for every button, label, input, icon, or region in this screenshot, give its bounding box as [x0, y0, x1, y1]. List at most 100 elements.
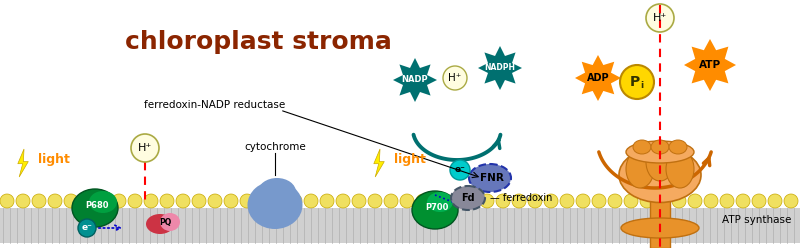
Circle shape	[512, 194, 526, 208]
Circle shape	[544, 194, 558, 208]
Circle shape	[144, 194, 158, 208]
Text: — ferredoxin: — ferredoxin	[490, 193, 552, 203]
Circle shape	[48, 194, 62, 208]
Polygon shape	[18, 149, 28, 177]
Circle shape	[704, 194, 718, 208]
Circle shape	[131, 134, 159, 162]
Circle shape	[352, 194, 366, 208]
Circle shape	[384, 194, 398, 208]
Circle shape	[256, 194, 270, 208]
Circle shape	[768, 194, 782, 208]
Ellipse shape	[666, 150, 694, 188]
Circle shape	[736, 194, 750, 208]
Circle shape	[432, 194, 446, 208]
Text: ATP synthase: ATP synthase	[722, 215, 791, 225]
Circle shape	[443, 66, 467, 90]
Circle shape	[224, 194, 238, 208]
Circle shape	[496, 194, 510, 208]
Circle shape	[272, 194, 286, 208]
Text: ATP: ATP	[699, 60, 721, 70]
Ellipse shape	[651, 140, 669, 154]
Ellipse shape	[626, 150, 654, 188]
Text: H⁺: H⁺	[448, 73, 462, 83]
Circle shape	[528, 194, 542, 208]
Ellipse shape	[646, 143, 674, 181]
Circle shape	[96, 194, 110, 208]
Bar	[0, 208, 800, 243]
Ellipse shape	[72, 189, 118, 227]
Circle shape	[192, 194, 206, 208]
Circle shape	[752, 194, 766, 208]
Circle shape	[688, 194, 702, 208]
Text: cytochrome: cytochrome	[244, 142, 306, 152]
Circle shape	[400, 194, 414, 208]
Circle shape	[646, 4, 674, 32]
Circle shape	[304, 194, 318, 208]
Circle shape	[288, 194, 302, 208]
Circle shape	[32, 194, 46, 208]
Ellipse shape	[258, 178, 296, 206]
Circle shape	[64, 194, 78, 208]
Circle shape	[620, 65, 654, 99]
Circle shape	[78, 219, 96, 237]
Text: i: i	[641, 82, 643, 91]
Text: PQ: PQ	[159, 218, 171, 227]
Ellipse shape	[89, 191, 117, 213]
Circle shape	[592, 194, 606, 208]
Text: P: P	[630, 75, 640, 89]
Text: e⁻: e⁻	[454, 165, 466, 175]
Circle shape	[0, 194, 14, 208]
Ellipse shape	[412, 191, 458, 229]
Polygon shape	[575, 55, 621, 101]
Circle shape	[784, 194, 798, 208]
Text: chloroplast stroma: chloroplast stroma	[125, 30, 392, 54]
Circle shape	[112, 194, 126, 208]
Circle shape	[640, 194, 654, 208]
Text: light: light	[394, 153, 426, 165]
Ellipse shape	[669, 140, 687, 154]
Circle shape	[240, 194, 254, 208]
Text: H⁺: H⁺	[138, 143, 152, 153]
Ellipse shape	[469, 164, 511, 192]
Circle shape	[608, 194, 622, 208]
Circle shape	[160, 194, 174, 208]
Text: NADPH: NADPH	[485, 63, 515, 72]
Text: P700: P700	[426, 204, 449, 213]
Text: e⁻: e⁻	[82, 223, 93, 233]
Text: FNR: FNR	[480, 173, 504, 183]
Circle shape	[128, 194, 142, 208]
Ellipse shape	[427, 192, 453, 212]
Polygon shape	[684, 39, 736, 91]
Circle shape	[576, 194, 590, 208]
Circle shape	[560, 194, 574, 208]
Circle shape	[16, 194, 30, 208]
Circle shape	[368, 194, 382, 208]
Circle shape	[656, 194, 670, 208]
Text: ADP: ADP	[586, 73, 610, 83]
Polygon shape	[374, 149, 384, 177]
Circle shape	[208, 194, 222, 208]
Ellipse shape	[633, 140, 651, 154]
Polygon shape	[393, 58, 437, 102]
Text: Fd: Fd	[461, 193, 475, 203]
Ellipse shape	[146, 214, 174, 234]
Circle shape	[336, 194, 350, 208]
Circle shape	[176, 194, 190, 208]
Ellipse shape	[621, 218, 699, 238]
Circle shape	[624, 194, 638, 208]
Ellipse shape	[451, 186, 485, 210]
Ellipse shape	[619, 148, 701, 203]
Circle shape	[320, 194, 334, 208]
Circle shape	[464, 194, 478, 208]
Circle shape	[416, 194, 430, 208]
Text: NADP: NADP	[402, 75, 428, 85]
Ellipse shape	[626, 141, 694, 163]
Text: ferredoxin-NADP reductase: ferredoxin-NADP reductase	[144, 100, 286, 110]
Circle shape	[672, 194, 686, 208]
Circle shape	[80, 194, 94, 208]
Text: P680: P680	[86, 200, 109, 210]
Text: light: light	[38, 153, 70, 165]
Ellipse shape	[247, 181, 302, 229]
Polygon shape	[478, 46, 522, 90]
FancyBboxPatch shape	[650, 195, 670, 248]
